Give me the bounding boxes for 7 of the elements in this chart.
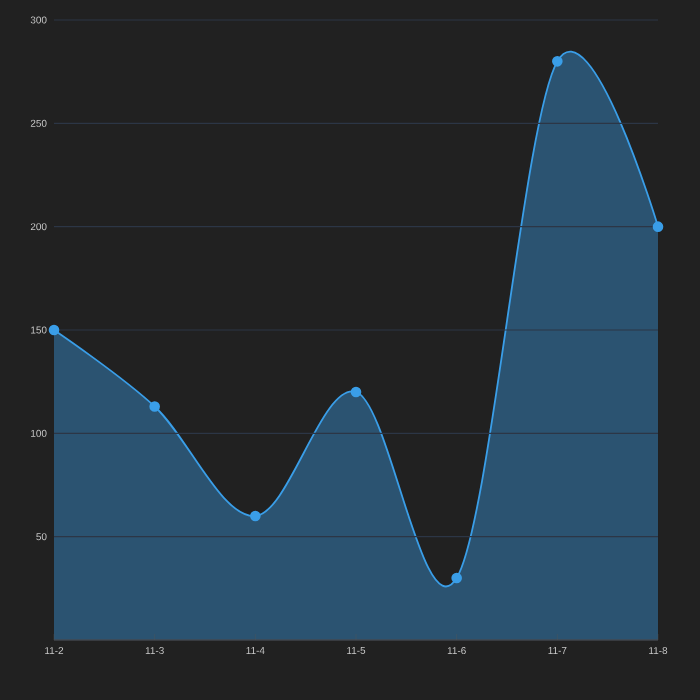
point	[552, 56, 563, 67]
point	[451, 572, 462, 584]
point	[48, 324, 60, 336]
point	[250, 510, 261, 522]
point	[652, 221, 664, 232]
point	[350, 386, 362, 398]
point	[149, 401, 160, 412]
